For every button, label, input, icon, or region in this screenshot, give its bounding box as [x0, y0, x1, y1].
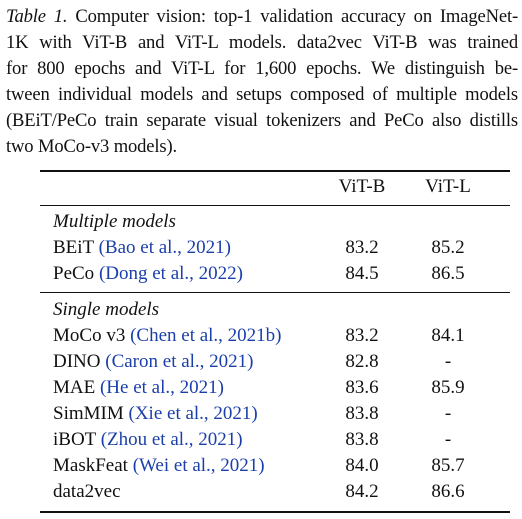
table-row: MaskFeat (Wei et al., 2021) 84.0 85.7: [40, 453, 510, 479]
section-title-single-models: Single models: [53, 299, 160, 320]
citation-link[interactable]: (Dong et al., 2022): [98, 263, 243, 284]
model-name: DINO: [53, 351, 101, 372]
vitl-value: 84.1: [431, 325, 465, 346]
table-caption: Table 1. Computer vision: top-1 validati…: [6, 4, 518, 160]
table-bottom-rule: [40, 511, 510, 513]
table-row: MAE (He et al., 2021) 83.6 85.9: [40, 375, 510, 401]
table-row: iBOT (Zhou et al., 2021) 83.8 -: [40, 427, 510, 453]
column-header-vitl: ViT-L: [425, 176, 471, 197]
model-name-cell: data2vec: [53, 479, 121, 505]
vitb-value: 82.8: [345, 351, 379, 372]
citation-link[interactable]: (Chen et al., 2021b): [130, 325, 282, 346]
model-name: MoCo v3: [53, 325, 126, 346]
model-name-cell: DINO (Caron et al., 2021): [53, 349, 254, 375]
table-row: DINO (Caron et al., 2021) 82.8 -: [40, 349, 510, 375]
vitb-value: 84.2: [345, 481, 379, 502]
model-name: MaskFeat: [53, 455, 128, 476]
caption-line: two MoCo-v3 models).: [6, 136, 178, 157]
vitb-value: 83.6: [345, 377, 379, 398]
model-name-cell: PeCo (Dong et al., 2022): [53, 261, 243, 287]
vitb-value: 84.0: [345, 455, 379, 476]
table-header-row: ViT-B ViT-L: [40, 174, 510, 200]
citation-link[interactable]: (Bao et al., 2021): [98, 237, 232, 258]
citation-link[interactable]: (Xie et al., 2021): [128, 403, 258, 424]
section-title-multiple-models: Multiple models: [53, 211, 176, 232]
vitb-value: 83.8: [345, 403, 379, 424]
table-row: MoCo v3 (Chen et al., 2021b) 83.2 84.1: [40, 323, 510, 349]
model-name: BEiT: [53, 237, 94, 258]
caption-line: (BEiT/PeCo train separate visual tokeniz…: [6, 110, 518, 131]
model-name-cell: iBOT (Zhou et al., 2021): [53, 427, 243, 453]
citation-link[interactable]: (Caron et al., 2021): [105, 351, 254, 372]
vitl-value: -: [444, 351, 452, 372]
caption-line: 1K with ViT-B and ViT-L models. data2vec…: [6, 32, 518, 53]
model-name: iBOT: [53, 429, 96, 450]
vitl-value: 85.9: [431, 377, 465, 398]
model-name: MAE: [53, 377, 96, 398]
table-top-rule: [40, 170, 510, 172]
table-row: SimMIM (Xie et al., 2021) 83.8 -: [40, 401, 510, 427]
vitl-value: -: [444, 429, 452, 450]
model-name-cell: SimMIM (Xie et al., 2021): [53, 401, 258, 427]
caption-line: Table 1. Computer vision: top-1 validati…: [6, 4, 518, 30]
vitl-value: 86.6: [431, 481, 465, 502]
model-name: PeCo: [53, 263, 95, 284]
vitl-value: -: [444, 403, 452, 424]
caption-line: for 800 epochs and ViT-L for 1,600 epoch…: [6, 58, 518, 79]
column-header-vitb: ViT-B: [338, 176, 386, 197]
citation-link[interactable]: (He et al., 2021): [99, 377, 224, 398]
vitl-value: 85.7: [431, 455, 465, 476]
vitl-value: 86.5: [431, 263, 465, 284]
caption-text: Computer vision: top-1 validation accura…: [67, 6, 519, 27]
model-name-cell: MAE (He et al., 2021): [53, 375, 224, 401]
table-row: BEiT (Bao et al., 2021) 83.2 85.2: [40, 235, 510, 261]
caption-label: Table 1.: [6, 6, 68, 27]
model-name: SimMIM: [53, 403, 124, 424]
header-rule: [40, 205, 510, 206]
model-name: data2vec: [53, 481, 121, 502]
vitb-value: 83.2: [345, 237, 379, 258]
vitb-value: 84.5: [345, 263, 379, 284]
table-row: PeCo (Dong et al., 2022) 84.5 86.5: [40, 261, 510, 287]
vitb-value: 83.2: [345, 325, 379, 346]
caption-line: tween individual models and setups compo…: [6, 84, 518, 105]
citation-link[interactable]: (Wei et al., 2021): [132, 455, 265, 476]
vitl-value: 85.2: [431, 237, 465, 258]
section-rule: [40, 292, 510, 293]
vitb-value: 83.8: [345, 429, 379, 450]
table-row: data2vec 84.2 86.6: [40, 479, 510, 505]
model-name-cell: BEiT (Bao et al., 2021): [53, 235, 231, 261]
citation-link[interactable]: (Zhou et al., 2021): [100, 429, 243, 450]
model-name-cell: MoCo v3 (Chen et al., 2021b): [53, 323, 282, 349]
model-name-cell: MaskFeat (Wei et al., 2021): [53, 453, 265, 479]
